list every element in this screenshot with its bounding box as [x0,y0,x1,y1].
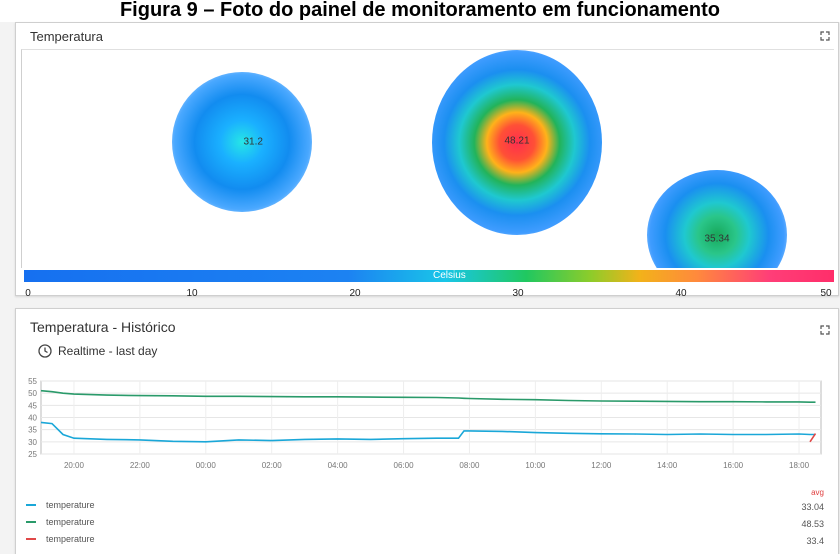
fullscreen-icon[interactable] [820,31,830,41]
heat-spot-value: 48.21 [504,135,530,147]
series-line-1 [40,421,816,443]
legend-item[interactable]: temperature [26,500,95,510]
y-tick-label: 30 [28,438,37,447]
legend-label: temperature [46,500,95,510]
legend-avg-value: 33.4 [806,536,824,546]
x-tick-label: 12:00 [591,461,612,470]
history-widget: Temperatura - Histórico Realtime - last … [15,308,839,554]
heat-spot: 48.21 [432,50,602,235]
series-line-3 [809,433,817,443]
y-tick-label: 35 [28,426,37,435]
heat-spot-value: 31.2 [243,136,263,148]
y-tick-label: 55 [28,377,37,386]
timewindow-label: Realtime - last day [58,344,158,358]
x-tick-label: 18:00 [789,461,810,470]
color-scale-tick: 50 [820,288,832,299]
history-line-chart[interactable]: 55 50 45 40 35 30 25 20:00 22:00 00:00 02:00 04:00 0… [16,309,838,484]
x-tick-label: 20:00 [64,461,85,470]
x-tick-label: 04:00 [328,461,349,470]
x-tick-label: 16:00 [723,461,744,470]
color-scale-tick: 10 [186,288,198,299]
fullscreen-icon[interactable] [820,325,830,335]
x-tick-label: 00:00 [196,461,217,470]
color-scale-title: Celsius [433,270,466,281]
color-scale-tick: 40 [675,288,687,299]
x-tick-label: 08:00 [459,461,480,470]
series-line-2 [40,389,816,403]
heat-spot: 31.2 [172,72,312,212]
color-scale-tick: 0 [25,288,31,299]
x-tick-label: 06:00 [394,461,415,470]
clock-icon [38,344,52,358]
legend-avg-header: avg [811,488,824,497]
y-tick-label: 25 [28,450,37,459]
legend-swatch [26,538,36,540]
x-tick-label: 10:00 [525,461,546,470]
color-scale-bar [24,270,834,282]
history-title: Temperatura - Histórico [30,319,176,335]
figure-caption: Figura 9 – Foto do painel de monitoramen… [0,0,840,22]
legend-avg-value: 33.04 [801,502,824,512]
legend-label: temperature [46,517,95,527]
x-tick-label: 14:00 [657,461,678,470]
timewindow-selector[interactable]: Realtime - last day [38,344,157,358]
color-scale-tick: 30 [512,288,524,299]
x-tick-label: 22:00 [130,461,151,470]
legend-swatch [26,504,36,506]
legend-item[interactable]: temperature [26,517,95,527]
legend-item[interactable]: temperature [26,534,95,544]
color-scale-tick: 20 [349,288,361,299]
heatmap-area[interactable]: 31.2 48.21 35.34 [21,49,834,268]
heat-spot-value: 35.34 [704,233,730,245]
legend-swatch [26,521,36,523]
y-tick-label: 45 [28,401,37,410]
y-tick-label: 40 [28,414,37,423]
y-tick-label: 50 [28,389,37,398]
heat-spot: 35.34 [647,170,787,268]
x-tick-label: 02:00 [262,461,283,470]
legend-avg-value: 48.53 [801,519,824,529]
heatmap-title: Temperatura [30,29,103,44]
heatmap-widget: Temperatura 31.2 48.21 35.34 Celsius 0 1… [15,22,839,299]
legend-label: temperature [46,534,95,544]
